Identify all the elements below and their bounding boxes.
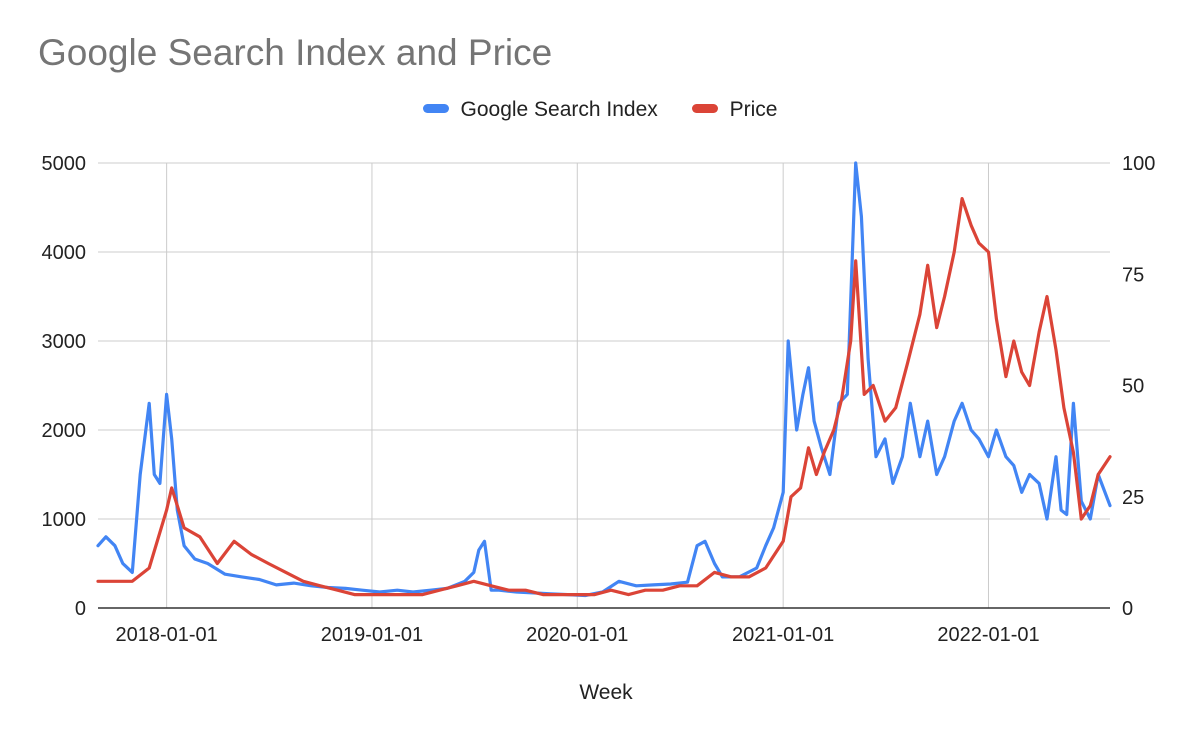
y-right-tick-label: 75 bbox=[1122, 264, 1144, 286]
y-right-tick-label: 25 bbox=[1122, 487, 1144, 509]
x-tick-label: 2020-01-01 bbox=[526, 624, 628, 646]
grid bbox=[98, 162, 1110, 608]
legend-label-search-index: Google Search Index bbox=[460, 98, 658, 121]
axes: 0 1000 2000 3000 4000 5000 0 25 50 75 100 2018-01-0… bbox=[42, 153, 1156, 646]
series-line-price bbox=[96, 197, 1112, 597]
y-left-tick-label: 4000 bbox=[42, 242, 87, 264]
chart-title: Google Search Index and Price bbox=[38, 32, 553, 73]
x-tick-label: 2021-01-01 bbox=[732, 624, 834, 646]
legend-item-price[interactable]: Price bbox=[691, 98, 778, 122]
y-left-tick-label: 5000 bbox=[42, 153, 87, 175]
y-left-tick-label: 2000 bbox=[42, 420, 87, 442]
y-left-tick-label: 0 bbox=[75, 598, 86, 620]
legend-swatch-price bbox=[691, 103, 718, 113]
y-right-tick-label: 100 bbox=[1122, 153, 1155, 175]
series bbox=[96, 161, 1112, 598]
x-axis-title: Week bbox=[579, 681, 633, 704]
legend-swatch-search-index bbox=[422, 103, 449, 113]
legend-item-search-index[interactable]: Google Search Index bbox=[422, 98, 658, 122]
y-right-tick-label: 50 bbox=[1122, 376, 1144, 398]
x-tick-label: 2022-01-01 bbox=[937, 624, 1039, 646]
y-left-tick-label: 3000 bbox=[42, 331, 87, 353]
legend-label-price: Price bbox=[729, 98, 778, 121]
x-tick-label: 2018-01-01 bbox=[115, 624, 217, 646]
series-line-search-index bbox=[96, 161, 1112, 598]
legend: Google Search Index Price bbox=[0, 98, 1200, 122]
x-tick-label: 2019-01-01 bbox=[321, 624, 423, 646]
y-left-tick-label: 1000 bbox=[42, 509, 87, 531]
y-right-tick-label: 0 bbox=[1122, 598, 1133, 620]
